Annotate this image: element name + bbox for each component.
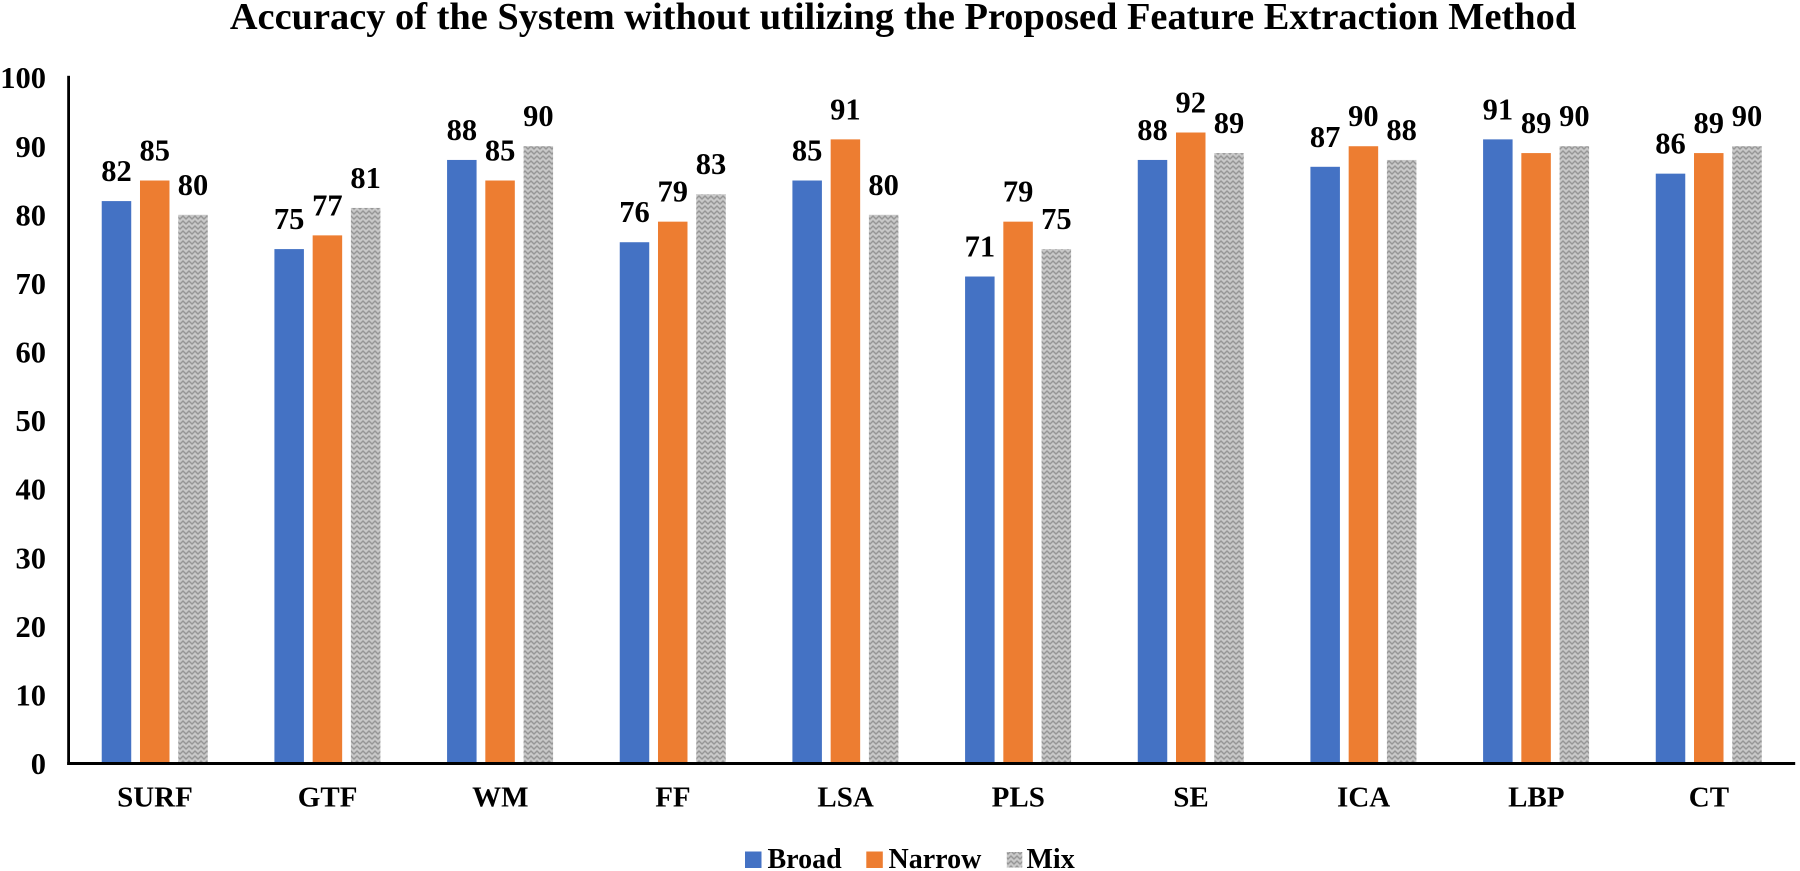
svg-text:75: 75 — [274, 202, 305, 236]
svg-text:LBP: LBP — [1508, 782, 1564, 814]
svg-text:77: 77 — [312, 188, 343, 222]
svg-text:PLS: PLS — [992, 782, 1045, 814]
svg-text:82: 82 — [101, 154, 132, 188]
svg-text:76: 76 — [619, 195, 650, 229]
svg-text:Accuracy of the System without: Accuracy of the System without utilizing… — [230, 0, 1576, 38]
svg-text:92: 92 — [1176, 86, 1207, 120]
svg-text:80: 80 — [868, 168, 899, 202]
svg-text:90: 90 — [523, 99, 554, 133]
svg-text:Narrow: Narrow — [889, 844, 983, 871]
svg-text:70: 70 — [16, 267, 47, 301]
svg-text:SE: SE — [1173, 782, 1208, 814]
svg-text:WM: WM — [472, 782, 528, 814]
svg-text:91: 91 — [830, 92, 861, 126]
svg-text:30: 30 — [16, 541, 47, 575]
svg-text:85: 85 — [792, 134, 823, 168]
svg-text:Broad: Broad — [768, 844, 843, 871]
svg-text:91: 91 — [1483, 92, 1514, 126]
svg-text:79: 79 — [1003, 175, 1034, 209]
svg-text:85: 85 — [485, 134, 516, 168]
svg-text:FF: FF — [655, 782, 690, 814]
svg-text:0: 0 — [31, 747, 46, 781]
svg-text:50: 50 — [16, 404, 47, 438]
svg-text:88: 88 — [1137, 113, 1168, 147]
svg-text:80: 80 — [178, 168, 209, 202]
svg-text:90: 90 — [1348, 99, 1379, 133]
svg-text:100: 100 — [0, 61, 46, 95]
svg-text:88: 88 — [447, 113, 478, 147]
svg-text:SURF: SURF — [117, 782, 193, 814]
svg-text:87: 87 — [1310, 120, 1341, 154]
svg-text:75: 75 — [1041, 202, 1072, 236]
svg-text:90: 90 — [1559, 99, 1590, 133]
svg-text:90: 90 — [1732, 99, 1763, 133]
svg-text:89: 89 — [1521, 106, 1552, 140]
svg-text:GTF: GTF — [298, 782, 358, 814]
svg-text:79: 79 — [657, 175, 688, 209]
svg-text:Mix: Mix — [1027, 844, 1075, 871]
svg-text:90: 90 — [16, 130, 47, 164]
svg-text:40: 40 — [16, 473, 47, 507]
svg-text:89: 89 — [1214, 106, 1245, 140]
svg-text:20: 20 — [16, 610, 47, 644]
svg-text:88: 88 — [1386, 113, 1417, 147]
svg-text:LSA: LSA — [817, 782, 873, 814]
svg-text:CT: CT — [1689, 782, 1729, 814]
svg-text:81: 81 — [350, 161, 381, 195]
svg-text:85: 85 — [139, 134, 170, 168]
svg-text:10: 10 — [16, 678, 47, 712]
svg-text:ICA: ICA — [1337, 782, 1390, 814]
svg-text:89: 89 — [1694, 106, 1725, 140]
svg-text:86: 86 — [1655, 127, 1686, 161]
svg-text:80: 80 — [16, 198, 47, 232]
svg-text:71: 71 — [965, 230, 996, 264]
svg-text:60: 60 — [16, 336, 47, 370]
svg-text:83: 83 — [696, 147, 727, 181]
